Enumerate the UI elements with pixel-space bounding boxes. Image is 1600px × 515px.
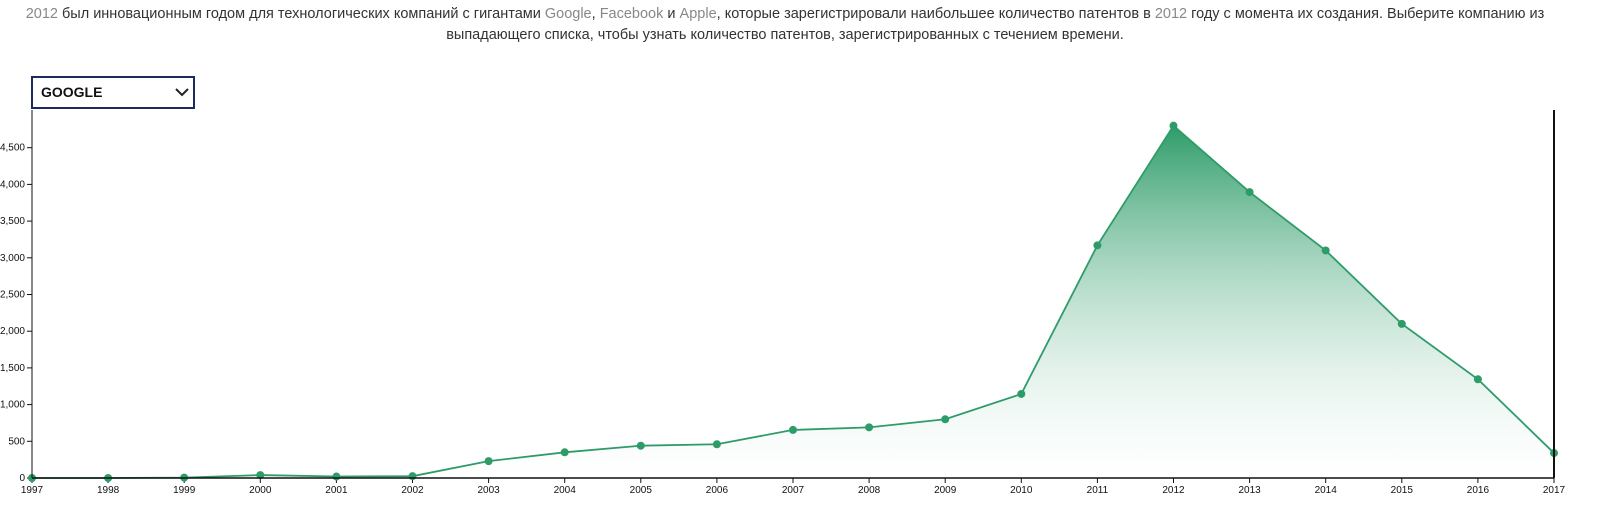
y-tick-label: 4,500 [0, 143, 25, 154]
point [1169, 121, 1178, 130]
point [636, 441, 645, 450]
point [408, 472, 417, 481]
y-tick-label: 2,000 [0, 326, 25, 337]
dropdown-label[interactable]: GOOGLE [41, 84, 102, 100]
point [1017, 389, 1026, 398]
highlight-text: Facebook [599, 6, 664, 22]
y-tick-label: 2,500 [0, 290, 25, 301]
x-tick-label: 1998 [97, 485, 120, 496]
x-tick-label: 2003 [477, 485, 500, 496]
point [256, 471, 265, 480]
x-tick-label: 2017 [1543, 485, 1566, 496]
y-tick-label: 3,500 [0, 216, 25, 227]
text: был инновационным годом для технологичес… [57, 6, 545, 22]
point [1093, 241, 1102, 250]
x-tick-label: 2008 [858, 485, 881, 496]
x-tick-label: 1997 [21, 485, 44, 496]
y-tick-label: 1,500 [0, 363, 25, 374]
x-tick-label: 2006 [706, 485, 729, 496]
x-tick-label: 2007 [782, 485, 805, 496]
x-tick-label: 2002 [401, 485, 424, 496]
x-tick-label: 2015 [1391, 485, 1414, 496]
point [941, 415, 950, 424]
point [560, 448, 569, 457]
point [1397, 319, 1406, 328]
y-tick-label: 1,000 [0, 400, 25, 411]
x-tick-label: 2004 [554, 485, 577, 496]
x-tick-label: 1999 [173, 485, 196, 496]
point [865, 423, 874, 432]
dropdown-box[interactable] [31, 76, 195, 109]
dropdown-chevron[interactable] [175, 88, 189, 97]
point [332, 472, 341, 481]
highlight-text: Google [544, 6, 592, 22]
x-tick-label: 2000 [249, 485, 272, 496]
highlight-text: Apple [679, 6, 717, 22]
y-tick-label: 500 [8, 436, 25, 447]
highlight-text: 2012 [1154, 6, 1188, 22]
y-tick-label: 4,000 [0, 179, 25, 190]
intro-text: 2012 был инновационным годом для техноло… [5, 4, 1565, 46]
point [712, 440, 721, 449]
x-tick-label: 2012 [1162, 485, 1185, 496]
point [484, 457, 493, 466]
text: , которые зарегистрировали наибольшее ко… [716, 6, 1155, 22]
dropdown[interactable]: GOOGLE [31, 76, 195, 109]
x-tick-label: 2009 [934, 485, 957, 496]
y-tick-label: 3,000 [0, 253, 25, 264]
text: , [591, 6, 600, 22]
point [789, 425, 797, 434]
x-tick-label: 2001 [325, 485, 348, 496]
x-tick-label: 2005 [630, 485, 653, 496]
highlight-text: 2012 [25, 6, 58, 22]
area [32, 125, 1554, 479]
point [1245, 188, 1254, 197]
x-tick-label: 2014 [1315, 485, 1338, 496]
x-tick-label: 2016 [1467, 485, 1490, 496]
text: и [663, 6, 680, 22]
text: году с момента их создания. Выберите ком… [446, 6, 1545, 43]
x-tick-label: 2011 [1087, 485, 1109, 496]
point [1473, 375, 1482, 384]
x-tick-label: 2010 [1010, 485, 1033, 496]
point [1321, 246, 1330, 255]
y-tick-label: 0 [19, 473, 25, 484]
x-tick-label: 2013 [1238, 485, 1261, 496]
